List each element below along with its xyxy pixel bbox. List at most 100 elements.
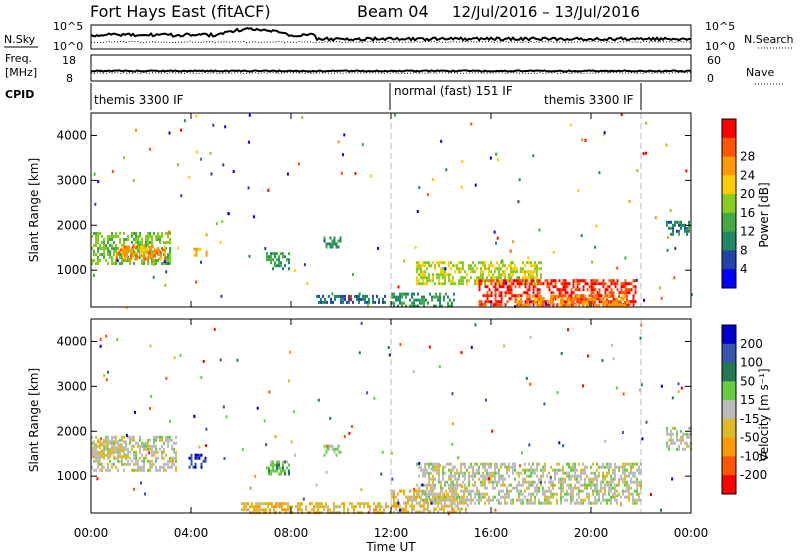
power-colorbar-segment: [722, 137, 736, 158]
power-cell: [494, 291, 497, 295]
power-cell: [634, 291, 637, 295]
power-cell: [516, 270, 518, 274]
velocity-cell: [516, 489, 518, 493]
power-cell: [293, 269, 296, 273]
power-cell: [405, 292, 407, 296]
power-cell: [270, 252, 272, 256]
velocity-cell: [129, 456, 131, 460]
velocity-cell: [99, 344, 102, 348]
power-cell: [554, 285, 557, 289]
velocity-cell: [432, 498, 434, 502]
velocity-cell: [163, 447, 165, 451]
velocity-cell: [677, 382, 680, 386]
power-cell: [435, 295, 437, 299]
power-cell: [470, 276, 472, 280]
power-cell: [323, 239, 326, 243]
velocity-cell: [530, 480, 532, 484]
power-cell: [416, 261, 418, 265]
power-cell: [608, 294, 610, 298]
power-cell: [642, 152, 645, 156]
velocity-cell: [558, 441, 561, 445]
velocity-cell: [490, 462, 492, 466]
velocity-cell: [119, 459, 121, 463]
velocity-cell: [123, 446, 125, 450]
velocity-cell: [456, 495, 458, 499]
velocity-cell: [103, 449, 105, 453]
velocity-cell: [546, 495, 548, 499]
power-cell: [616, 288, 619, 292]
power-cell: [620, 297, 622, 301]
velocity-cell: [660, 384, 663, 388]
power-cell: [135, 238, 137, 241]
velocity-cell: [578, 495, 580, 499]
velocity-cell: [604, 498, 606, 502]
velocity-cell: [604, 465, 606, 469]
velocity-cell: [484, 483, 486, 487]
power-cell: [334, 297, 336, 301]
power-cell: [520, 282, 523, 286]
velocity-colorbar-segment: [722, 418, 736, 439]
velocity-cell: [418, 474, 420, 478]
velocity-cell: [610, 483, 612, 487]
velocity-cell: [111, 438, 113, 442]
velocity-cell: [594, 489, 596, 493]
freq-label: Freq.: [5, 52, 32, 65]
velocity-cell: [451, 504, 453, 508]
velocity-cell: [295, 505, 297, 509]
power-cell: [159, 238, 161, 241]
velocity-cell: [421, 510, 423, 514]
velocity-cell: [299, 505, 301, 509]
power-cell: [512, 273, 514, 277]
velocity-cell: [586, 354, 589, 358]
power-cell: [141, 241, 143, 244]
x-axis-ticks: 00:00 04:00 08:00 12:00 16:00 20:00 00:00: [74, 113, 708, 540]
velocity-cell: [442, 471, 444, 475]
velocity-cell: [610, 480, 612, 484]
velocity-cell: [438, 365, 441, 368]
velocity-cell: [442, 465, 444, 469]
power-cell: [142, 254, 144, 258]
velocity-cell: [562, 477, 564, 481]
power-cell: [413, 301, 415, 305]
power-cell: [418, 261, 420, 265]
power-cell: [113, 262, 115, 265]
power-cell: [109, 253, 111, 256]
power-cell: [550, 279, 553, 283]
power-cell: [614, 297, 616, 301]
power-cell: [556, 297, 558, 301]
velocity-cell: [494, 495, 496, 499]
velocity-cell: [133, 456, 135, 460]
velocity-cell: [464, 474, 466, 478]
power-cell: [278, 255, 280, 259]
power-cell: [428, 276, 430, 280]
power-cell: [610, 300, 613, 304]
velocity-cell: [460, 489, 462, 493]
power-cell: [600, 294, 603, 298]
velocity-cell: [97, 440, 99, 444]
velocity-cell: [604, 492, 606, 496]
power-cell: [99, 247, 101, 250]
power-cell: [366, 294, 368, 298]
power-cell: [654, 216, 657, 220]
power-cell: [393, 304, 395, 308]
velocity-cell: [638, 498, 640, 502]
power-cell: [528, 297, 531, 301]
power-cell: [520, 297, 522, 301]
power-cell: [478, 288, 481, 292]
velocity-cell: [543, 402, 546, 406]
power-cell: [113, 247, 115, 250]
velocity-cell: [608, 468, 610, 472]
velocity-cell: [632, 495, 634, 499]
velocity-cell: [278, 460, 280, 464]
velocity-cell: [486, 498, 488, 502]
power-cell: [564, 303, 566, 307]
power-cell: [496, 158, 499, 162]
velocity-cell: [508, 492, 510, 496]
velocity-cell: [560, 501, 562, 505]
velocity-cell: [427, 504, 429, 508]
power-cell: [93, 172, 96, 176]
velocity-cell: [105, 334, 108, 338]
velocity-cell: [418, 465, 420, 469]
velocity-cell: [567, 328, 569, 332]
power-cell: [486, 291, 489, 295]
